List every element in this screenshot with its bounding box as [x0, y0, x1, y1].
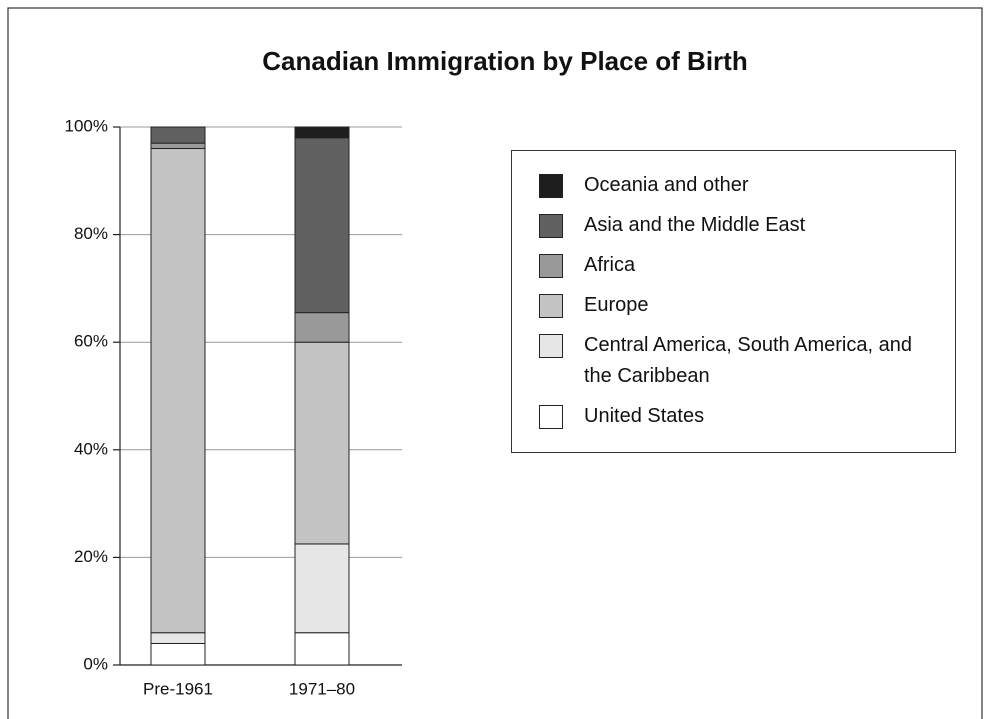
y-tick-label: 20%	[74, 547, 108, 566]
legend-swatch	[539, 294, 563, 318]
legend-swatch	[539, 334, 563, 358]
legend-label: Oceania and other	[584, 174, 749, 196]
bar-segment	[150, 126, 206, 144]
chart-title: Canadian Immigration by Place of Birth	[262, 46, 747, 76]
legend-item: Oceania and other	[539, 174, 955, 201]
legend-label: Europe	[584, 294, 649, 316]
legend-label: United States	[584, 405, 705, 427]
legend-swatch	[539, 254, 563, 278]
bar-segment	[294, 137, 350, 314]
x-tick-label: 1971–80	[289, 679, 355, 698]
bar-segment	[294, 126, 350, 139]
legend-item: Asia and the Middle East	[539, 214, 955, 241]
x-tick-label: Pre-1961	[143, 679, 213, 698]
bar-segment	[150, 632, 206, 644]
legend-item: United States	[539, 405, 955, 432]
legend-label: Central America, South America, and the …	[584, 334, 912, 387]
frame	[7, 7, 983, 719]
legend-item: Central America, South America, and the …	[539, 334, 955, 392]
legend-item: Europe	[539, 294, 955, 321]
bar-segment	[294, 312, 350, 343]
bar-segment	[150, 148, 206, 634]
legend-label: Asia and the Middle East	[584, 214, 806, 236]
y-tick-label: 40%	[74, 439, 108, 458]
bar-segment	[150, 642, 206, 666]
legend-swatch	[539, 405, 563, 429]
bar-segment	[150, 142, 206, 150]
legend: Oceania and other Asia and the Middle Eas…	[511, 150, 956, 453]
y-tick-label: 0%	[83, 654, 108, 673]
legend-swatch	[539, 174, 563, 198]
y-tick-label: 100%	[65, 116, 108, 135]
y-tick-label: 80%	[74, 224, 108, 243]
legend-item: Africa	[539, 254, 955, 281]
bar-segment	[294, 341, 350, 545]
y-tick-label: 60%	[74, 332, 108, 351]
bar-segment	[294, 632, 350, 666]
legend-label: Africa	[584, 254, 636, 276]
bar-segment	[294, 543, 350, 634]
legend-swatch	[539, 214, 563, 238]
